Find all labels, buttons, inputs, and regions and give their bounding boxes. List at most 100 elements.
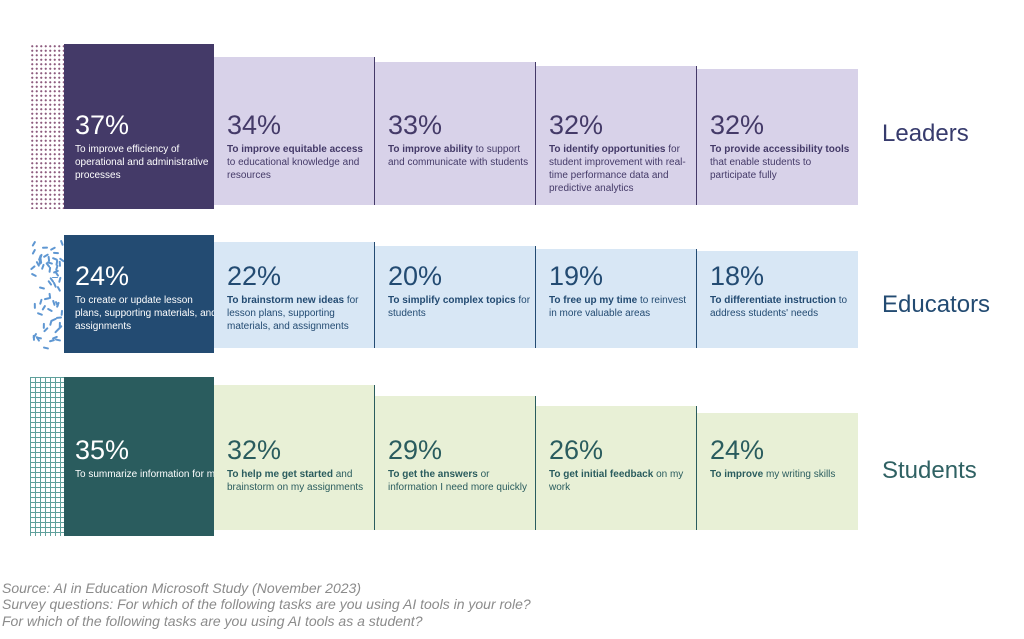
group-label-educators: Educators [882, 291, 991, 318]
bar-segment [697, 69, 858, 205]
segment-text: 35% To summarize information for me [75, 436, 221, 481]
segment-description-rest: to educational knowledge and resources [227, 157, 360, 181]
segment-description-rest: or information I need more quickly [388, 469, 527, 493]
segment-description: To get initial feedback on my work [549, 468, 695, 494]
group-row-students: 35% To summarize information for me 32% To … [30, 377, 858, 536]
confetti-dash-icon [36, 311, 44, 316]
segment-description: To free up my time to reinvest in more v… [549, 294, 695, 320]
confetti-dash-icon [55, 338, 62, 342]
bar-segment [375, 396, 536, 530]
segment-description-rest: for students [388, 295, 531, 319]
segment-description: To create or update lesson plans, suppor… [75, 294, 221, 333]
segment-description-rest: to support and communicate with students [388, 144, 529, 168]
segment-text: 32% To help me get started and brainstorm… [227, 436, 373, 494]
segment-description: To brainstorm new ideas for lesson plans… [227, 294, 373, 333]
confetti-dash-icon [56, 316, 63, 320]
segment-value: 32% [710, 110, 765, 140]
segment-description-lead: To improve [710, 469, 764, 480]
segment-description-rest: for lesson plans, supporting materials, … [227, 295, 359, 332]
segment-description: To simplify complex topics for students [388, 294, 534, 320]
source-note-line: For which of the following tasks are you… [2, 612, 423, 629]
segment-description-lead: To identify opportunities [549, 144, 666, 155]
segment-text: 37% To improve efficiency of operational … [75, 111, 221, 182]
segment-value: 32% [549, 110, 604, 140]
confetti-dash-icon [46, 307, 53, 313]
segment-description-rest: on my work [549, 469, 684, 493]
confetti-dash-icon [38, 285, 45, 289]
confetti-dash-icon [52, 276, 59, 279]
bar-segment [214, 242, 375, 348]
segment-description-lead: To improve equitable access [227, 144, 363, 155]
confetti-dash-icon [56, 285, 61, 292]
segment-description: To improve ability to support and commun… [388, 143, 534, 169]
confetti-dash-icon [30, 265, 36, 271]
segment-value: 33% [388, 110, 443, 140]
segment-text: 18% To differentiate instruction to addre… [710, 262, 856, 320]
confetti-dash-icon [41, 264, 46, 271]
confetti-dash-icon [32, 248, 37, 255]
confetti-dash-icon [60, 309, 63, 316]
segment-description-lead: To get the answers [388, 469, 478, 480]
segment-description-rest: To improve efficiency of operational and… [75, 144, 209, 181]
segment-description-rest: to address students' needs [710, 295, 848, 319]
segment-value: 29% [388, 435, 443, 465]
group-row-leaders: 37% To improve efficiency of operational … [30, 44, 858, 209]
segment-text: 26% To get initial feedback on my work [549, 436, 695, 494]
confetti-dash-icon [31, 241, 37, 248]
confetti-dash-icon [48, 338, 55, 343]
confetti-dash-icon [58, 261, 62, 268]
group-label-leaders: Leaders [882, 120, 969, 147]
segment-value: 34% [227, 110, 282, 140]
segment-description: To improve my writing skills [710, 468, 856, 481]
segment-description-lead: To help me get started [227, 469, 333, 480]
segment-description: To get the answers or information I need… [388, 468, 534, 494]
confetti-dash-icon [30, 272, 38, 277]
group-label-students: Students [882, 457, 977, 484]
confetti-dash-icon [33, 303, 36, 310]
segment-text: 34% To improve equitable access to educat… [227, 111, 373, 182]
segment-text: 24% To create or update lesson plans, sup… [75, 262, 221, 333]
segment-description-lead: To brainstorm new ideas [227, 295, 345, 306]
segment-text: 20% To simplify complex topics for studen… [388, 262, 534, 320]
segment-value: 35% [75, 435, 130, 465]
segment-description-lead: To differentiate instruction [710, 295, 836, 306]
dots-pattern-strip [30, 44, 64, 209]
segment-description-rest: and brainstorm on my assignments [227, 469, 364, 493]
source-note: Source: AI in Education Microsoft Study … [2, 580, 531, 629]
bar-segment [64, 44, 214, 209]
segment-value: 37% [75, 110, 130, 140]
confetti-dash-icon [42, 247, 49, 250]
confetti-dash-icon [43, 322, 46, 329]
confetti-dash-icon [39, 298, 43, 305]
source-note-line: Survey questions: For which of the follo… [2, 596, 531, 613]
confetti-dash-icon [54, 328, 60, 334]
segment-description-lead: To provide accessibility tools [710, 144, 850, 155]
segment-description-rest: that enable students to participate full… [710, 157, 812, 181]
segment-text: 19% To free up my time to reinvest in mor… [549, 262, 695, 320]
segment-text: 24% To improve my writing skills [710, 436, 856, 481]
bar-segment [375, 246, 536, 348]
segment-value: 24% [75, 261, 130, 291]
confetti-dash-icon [42, 346, 50, 350]
segment-text: 29% To get the answers or information I n… [388, 436, 534, 494]
grid-pattern-strip [30, 377, 64, 536]
group-row-educators: 24% To create or update lesson plans, sup… [30, 235, 858, 353]
segment-value: 32% [227, 435, 282, 465]
bar-segment [375, 62, 536, 205]
confetti-dash-icon [43, 297, 50, 301]
source-note-line: Source: AI in Education Microsoft Study … [2, 580, 361, 596]
bar-segment [64, 235, 214, 353]
segment-description: To improve equitable access to education… [227, 143, 373, 182]
confetti-dash-icon [57, 277, 62, 284]
segment-description-lead: To simplify complex topics [388, 295, 516, 306]
segment-text: 32% To provide accessibility tools that e… [710, 111, 856, 182]
segment-description: To differentiate instruction to address … [710, 294, 856, 320]
segment-description-rest: my writing skills [765, 469, 836, 480]
bar-segment [214, 385, 375, 530]
bar-segment [697, 413, 858, 530]
segment-value: 22% [227, 261, 282, 291]
segment-description: To identify opportunities for student im… [549, 143, 695, 195]
bar-segment [697, 251, 858, 348]
confetti-dash-icon [49, 320, 53, 327]
